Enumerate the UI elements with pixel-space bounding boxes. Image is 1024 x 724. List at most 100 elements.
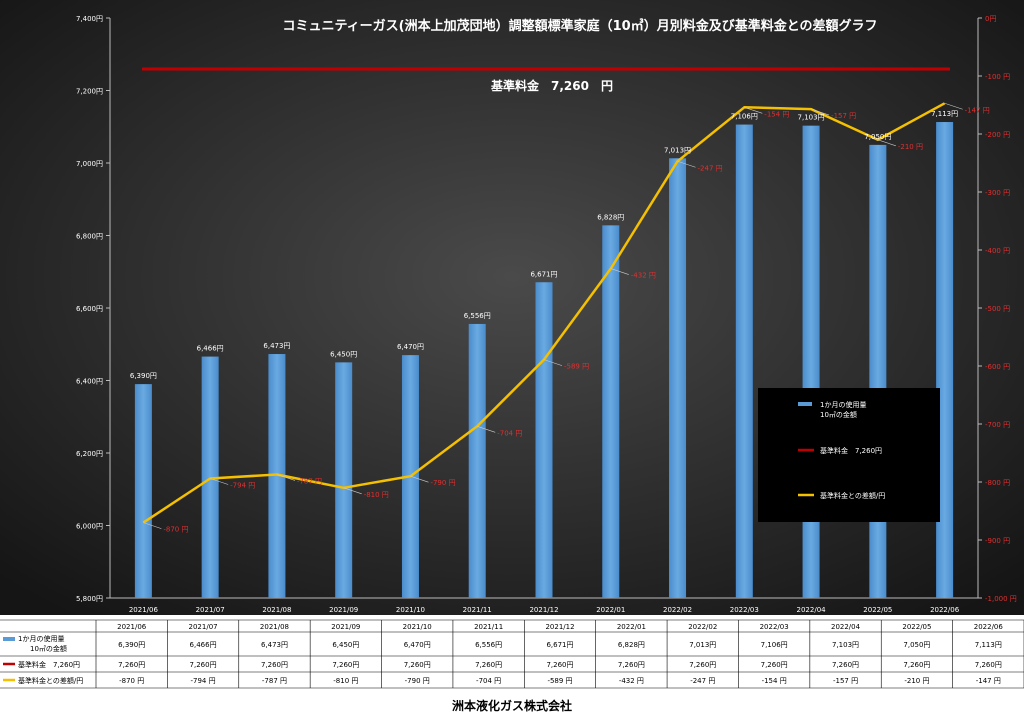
table-rowhead-baseline: 基準料金 7,260円 <box>18 660 80 669</box>
table-cell-bar: 6,556円 <box>475 641 502 649</box>
bar <box>936 122 954 598</box>
data-table <box>0 620 1024 688</box>
diff-label-leader <box>477 426 496 433</box>
legend-box <box>758 388 940 522</box>
table-cell-diff: -790 円 <box>405 677 430 685</box>
table-cell-bar: 7,106円 <box>761 641 788 649</box>
y-left-tick-label: 5,800円 <box>76 595 103 603</box>
bar <box>268 354 286 598</box>
table-cell-diff: -432 円 <box>619 677 644 685</box>
bar-data-label: 7,013円 <box>664 146 691 154</box>
table-header-cell: 2021/10 <box>403 623 432 631</box>
table-cell-diff: -147 円 <box>976 677 1001 685</box>
table-cell-baseline: 7,260円 <box>761 661 788 669</box>
diff-data-label: -810 円 <box>364 491 389 499</box>
x-tick-label: 2022/04 <box>797 606 827 614</box>
y-right-tick-label: -700 円 <box>985 421 1010 429</box>
y-left-tick-label: 6,200円 <box>76 450 103 458</box>
bar-data-label: 6,828円 <box>597 213 624 221</box>
table-cell-baseline: 7,260円 <box>975 661 1002 669</box>
table-cell-bar: 7,113円 <box>975 641 1002 649</box>
x-tick-label: 2021/07 <box>196 606 225 614</box>
table-cell-bar: 6,828円 <box>618 641 645 649</box>
x-tick-label: 2022/01 <box>596 606 625 614</box>
x-tick-label: 2022/02 <box>663 606 692 614</box>
table-cell-diff: -154 円 <box>762 677 787 685</box>
bar-data-label: 6,473円 <box>263 342 290 350</box>
y-right-tick-label: -900 円 <box>985 537 1010 545</box>
legend-swatch-bar <box>798 402 812 406</box>
diff-label-leader <box>143 522 162 529</box>
table-cell-diff: -787 円 <box>262 677 287 685</box>
table-cell-diff: -157 円 <box>833 677 858 685</box>
legend-label-diff: 基準料金との差額/円 <box>820 491 885 500</box>
table-swatch-bar <box>3 637 15 641</box>
table-cell-baseline: 7,260円 <box>404 661 431 669</box>
legend-label-baseline: 基準料金 7,260円 <box>820 446 882 455</box>
table-cell-baseline: 7,260円 <box>332 661 359 669</box>
y-left-tick-label: 6,000円 <box>76 523 103 531</box>
y-right-tick-label: -600 円 <box>985 363 1010 371</box>
y-right-tick-label: -800 円 <box>985 479 1010 487</box>
x-tick-label: 2021/11 <box>463 606 492 614</box>
table-header-cell: 2021/07 <box>189 623 218 631</box>
bar <box>802 125 820 598</box>
table-header-cell: 2021/06 <box>117 623 147 631</box>
diff-label-leader <box>543 359 563 366</box>
bar-data-label: 6,556円 <box>464 312 491 320</box>
table-cell-diff: -704 円 <box>476 677 501 685</box>
diff-data-label: -247 円 <box>698 164 723 172</box>
table-header-cell: 2022/02 <box>688 623 717 631</box>
diff-data-label: -790 円 <box>430 479 455 487</box>
diff-label-leader <box>610 268 629 275</box>
diff-data-label: -157 円 <box>831 112 856 120</box>
table-cell-baseline: 7,260円 <box>618 661 645 669</box>
diff-data-label: -432 円 <box>631 272 656 280</box>
table-cell-bar: 6,466円 <box>190 641 217 649</box>
company-name: 洲本液化ガス株式会社 <box>451 699 572 713</box>
y-left-tick-label: 6,600円 <box>76 305 103 313</box>
diff-label-leader <box>877 139 896 147</box>
table-cell-baseline: 7,260円 <box>832 661 859 669</box>
table-header-cell: 2022/06 <box>974 623 1004 631</box>
y-left-tick-label: 7,000円 <box>76 160 103 168</box>
table-header-cell: 2021/09 <box>331 623 360 631</box>
baseline-label: 基準料金 7,260 円 <box>490 78 613 93</box>
diff-label-leader <box>810 108 830 116</box>
table-cell-baseline: 7,260円 <box>475 661 502 669</box>
diff-data-label: -870 円 <box>163 526 188 534</box>
legend-label-bar-line2: 10㎥の金額 <box>820 410 857 419</box>
table-cell-bar: 6,390円 <box>118 641 145 649</box>
table-cell-diff: -794 円 <box>191 677 216 685</box>
y-right-tick-label: -300 円 <box>985 189 1010 197</box>
bar <box>602 225 620 598</box>
table-header-cell: 2022/03 <box>760 623 789 631</box>
table-rowhead-diff: 基準料金との差額/円 <box>18 676 83 685</box>
bar-data-label: 7,050円 <box>864 133 891 141</box>
table-cell-bar: 6,450円 <box>332 641 359 649</box>
table-cell-diff: -589 円 <box>547 677 572 685</box>
table-cell-diff: -210 円 <box>904 677 929 685</box>
table-cell-baseline: 7,260円 <box>903 661 930 669</box>
bar-data-label: 7,113円 <box>931 110 958 118</box>
diff-data-label: -154 円 <box>764 110 789 118</box>
table-cell-baseline: 7,260円 <box>261 661 288 669</box>
x-tick-label: 2022/03 <box>730 606 759 614</box>
x-tick-label: 2022/05 <box>863 606 892 614</box>
x-tick-label: 2021/10 <box>396 606 425 614</box>
bar-data-label: 7,103円 <box>798 114 825 122</box>
bar <box>735 124 753 598</box>
bar <box>535 282 553 598</box>
bar-data-label: 6,470円 <box>397 343 424 351</box>
table-cell-diff: -870 円 <box>119 677 144 685</box>
diff-label-leader <box>343 487 362 495</box>
table-header-cell: 2022/05 <box>902 623 931 631</box>
table-cell-bar: 6,473円 <box>261 641 288 649</box>
table-rowhead-bar-line2: 10㎥の金額 <box>30 644 67 653</box>
bar-data-label: 6,450円 <box>330 350 357 358</box>
table-cell-baseline: 7,260円 <box>546 661 573 669</box>
table-cell-bar: 6,470円 <box>404 641 431 649</box>
table-cell-baseline: 7,260円 <box>689 661 716 669</box>
y-right-tick-label: -100 円 <box>985 73 1010 81</box>
